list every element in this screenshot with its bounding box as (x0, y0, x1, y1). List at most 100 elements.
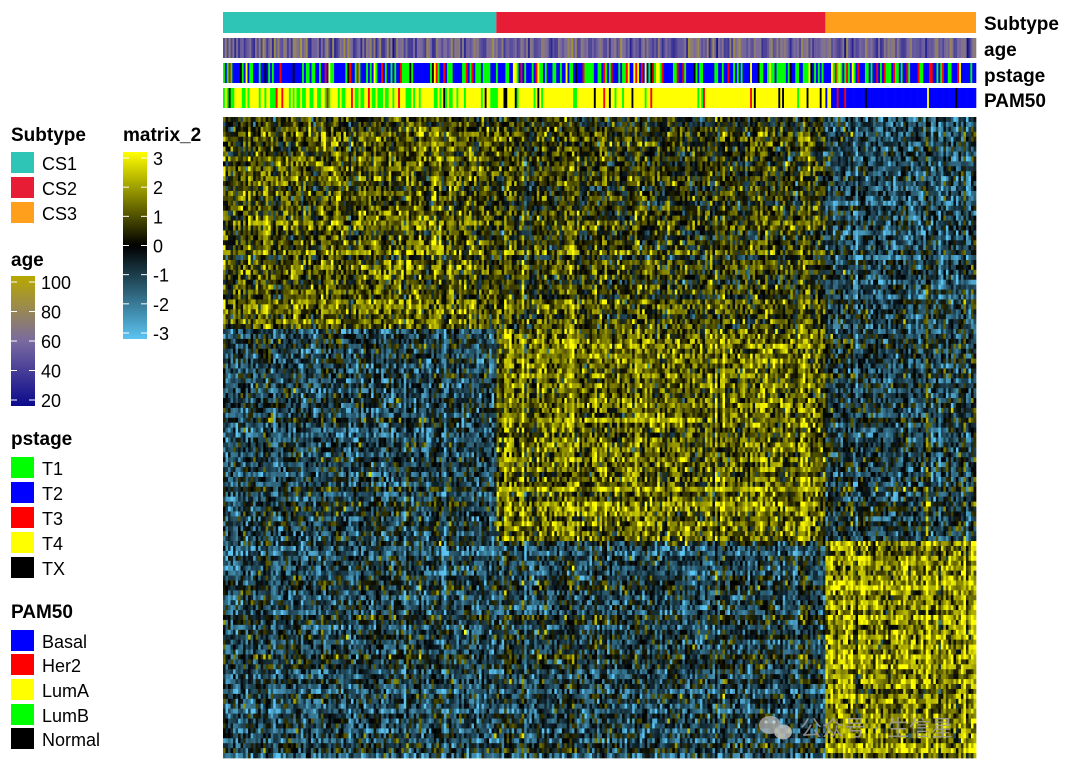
heatmap-cell (401, 171, 404, 176)
pstage-track-cell (349, 63, 351, 83)
heatmap-cell (805, 166, 808, 171)
pam50-track-cell (406, 88, 408, 108)
heatmap-cell (278, 117, 281, 122)
heatmap-cell (840, 127, 843, 132)
heatmap-cell (512, 122, 515, 127)
heatmap-cell (399, 166, 402, 171)
pstage-track-cell (703, 63, 705, 83)
pam50-track-cell (477, 88, 479, 108)
heatmap-cell (938, 171, 941, 176)
heatmap-cell (326, 152, 329, 157)
heatmap-cell (293, 142, 296, 147)
heatmap-cell (941, 166, 944, 171)
heatmap-cell (364, 142, 367, 147)
heatmap-cell (722, 171, 725, 176)
heatmap-cell (913, 117, 916, 122)
heatmap-cell (753, 117, 756, 122)
heatmap-cell (466, 117, 469, 122)
heatmap-cell (276, 117, 279, 122)
heatmap-cell (820, 171, 823, 176)
heatmap-cell (532, 152, 535, 157)
heatmap-cell (346, 152, 349, 157)
heatmap-cell (956, 171, 959, 176)
heatmap-cell (735, 147, 738, 152)
pstage-track-cell (846, 63, 848, 83)
pam50-track-cell (654, 88, 656, 108)
pstage-track-cell (415, 63, 417, 83)
heatmap-cell (825, 142, 828, 147)
pstage-track-cell (878, 63, 880, 83)
heatmap-cell (268, 127, 271, 132)
heatmap-cell (489, 161, 492, 166)
heatmap-cell (810, 147, 813, 152)
heatmap-cell (958, 127, 961, 132)
heatmap-cell (896, 117, 899, 122)
pstage-track-cell (942, 63, 944, 83)
heatmap-cell (399, 117, 402, 122)
age-track-cell (660, 38, 662, 58)
pstage-track-cell (381, 63, 383, 83)
heatmap-cell (587, 127, 590, 132)
heatmap-cell (371, 137, 374, 142)
heatmap-cell (926, 147, 929, 152)
pam50-track-cell (242, 88, 244, 108)
heatmap-cell (775, 122, 778, 127)
heatmap-cell (753, 127, 756, 132)
heatmap-cell (607, 147, 610, 152)
heatmap-cell (494, 152, 497, 157)
heatmap-cell (705, 122, 708, 127)
heatmap-cell (572, 117, 575, 122)
pam50-track-cell (575, 88, 577, 108)
heatmap-cell (876, 122, 879, 127)
heatmap-cell (331, 152, 334, 157)
heatmap-cell (584, 171, 587, 176)
pstage-track-cell (970, 63, 972, 83)
heatmap-cell (755, 171, 758, 176)
heatmap-cell (381, 147, 384, 152)
heatmap-cell (712, 156, 715, 161)
heatmap-cell (364, 166, 367, 171)
heatmap-cell (813, 127, 816, 132)
heatmap-cell (735, 132, 738, 137)
heatmap-cell (642, 127, 645, 132)
pam50-track-cell (953, 88, 955, 108)
heatmap-cell (790, 142, 793, 147)
heatmap-cell (542, 137, 545, 142)
heatmap-cell (938, 152, 941, 157)
heatmap-cell (504, 142, 507, 147)
age-track-cell (398, 38, 400, 58)
pstage-track-cell (953, 63, 955, 83)
heatmap-cell (268, 132, 271, 137)
heatmap-cell (763, 161, 766, 166)
heatmap-cell (321, 122, 324, 127)
heatmap-cell (569, 166, 572, 171)
heatmap-cell (695, 137, 698, 142)
pam50-track-cell (880, 88, 882, 108)
heatmap-cell (333, 132, 336, 137)
heatmap-cell (256, 152, 259, 157)
heatmap-cell (499, 127, 502, 132)
heatmap-cell (226, 171, 229, 176)
age-track-cell (724, 38, 726, 58)
heatmap-cell (717, 161, 720, 166)
heatmap-cell (845, 166, 848, 171)
heatmap-cell (356, 161, 359, 166)
heatmap-cell (597, 117, 600, 122)
heatmap-cell (730, 147, 733, 152)
heatmap-cell (384, 137, 387, 142)
heatmap-cell (499, 142, 502, 147)
heatmap-cell (775, 137, 778, 142)
age-track-cell (492, 38, 494, 58)
heatmap-cell (745, 166, 748, 171)
heatmap-cell (291, 132, 294, 137)
heatmap-cell (527, 142, 530, 147)
heatmap-cell (743, 152, 746, 157)
heatmap-cell (720, 161, 723, 166)
pam50-track-cell (500, 88, 502, 108)
pstage-track-cell (304, 63, 306, 83)
age-track-cell (882, 38, 884, 58)
heatmap-cell (923, 127, 926, 132)
pam50-track-cell (515, 88, 517, 108)
heatmap-cell (725, 166, 728, 171)
heatmap-cell (323, 142, 326, 147)
